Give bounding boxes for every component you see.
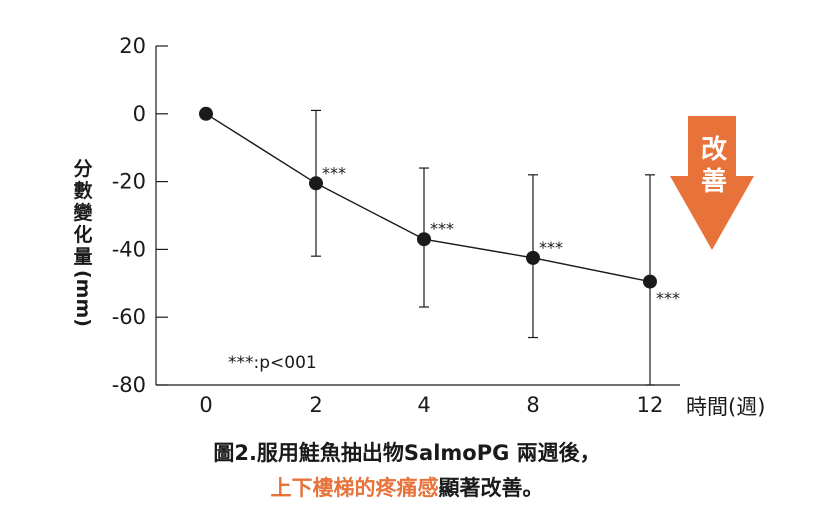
caption-highlight: 上下樓梯的疼痛感 xyxy=(270,476,439,500)
y-axis-label-char: 量 xyxy=(73,246,93,268)
arrow-shape xyxy=(670,116,754,250)
y-tick-label: 20 xyxy=(119,34,146,58)
data-point xyxy=(309,176,323,191)
y-axis-unit: (mm) xyxy=(72,270,94,327)
arrow-label-char: 改 xyxy=(700,135,727,165)
y-axis-label: 分 數 變 化 量 (mm) xyxy=(70,158,96,327)
x-axis-label: 時間(週) xyxy=(686,395,766,419)
caption-rest: 顯著改善。 xyxy=(438,476,544,500)
arrow-label: 改 善 xyxy=(690,134,738,198)
x-axis-ticks: 0 2 4 8 12 xyxy=(199,393,663,417)
significance-note: ***:p<001 xyxy=(228,353,317,373)
y-tick-label: -80 xyxy=(112,373,146,397)
x-tick-label: 4 xyxy=(417,393,430,417)
x-tick-label: 8 xyxy=(526,393,539,417)
significance-marker: *** xyxy=(539,238,563,257)
y-axis-label-char: 數 xyxy=(73,180,93,202)
data-point xyxy=(199,106,213,121)
improvement-arrow-icon xyxy=(670,116,754,250)
x-tick-label: 12 xyxy=(637,393,664,417)
x-tick-label: 2 xyxy=(309,393,322,417)
y-tick-label: -20 xyxy=(112,170,146,194)
y-tick-label: -40 xyxy=(112,237,146,261)
data-point xyxy=(643,274,657,289)
series-line xyxy=(205,113,651,283)
y-axis-label-char: 化 xyxy=(73,224,93,246)
y-tick-label: -60 xyxy=(112,305,146,329)
data-point xyxy=(526,250,540,265)
arrow-label-char: 善 xyxy=(700,167,727,197)
chart-axes xyxy=(155,46,680,386)
y-tick-label: 0 xyxy=(133,102,146,126)
significance-marker: *** xyxy=(322,163,346,182)
y-axis-label-char: 變 xyxy=(73,202,93,224)
data-point xyxy=(417,232,431,247)
significance-marker: *** xyxy=(656,289,680,308)
y-axis-ticks: 20 0 -20 -40 -60 -80 xyxy=(112,34,168,397)
x-tick-label: 0 xyxy=(199,393,212,417)
error-bars xyxy=(311,109,655,386)
data-points xyxy=(199,106,657,289)
significance-marker: *** xyxy=(430,219,454,238)
figure-caption-line2: 上下樓梯的疼痛感顯著改善。 xyxy=(0,472,814,502)
y-axis-label-char: 分 xyxy=(73,158,93,180)
significance-markers: *** *** *** *** xyxy=(322,163,680,307)
series-line-path xyxy=(205,113,651,283)
figure-caption-line1: 圖2.服用鮭魚抽出物SalmoPG 兩週後， xyxy=(213,441,601,465)
